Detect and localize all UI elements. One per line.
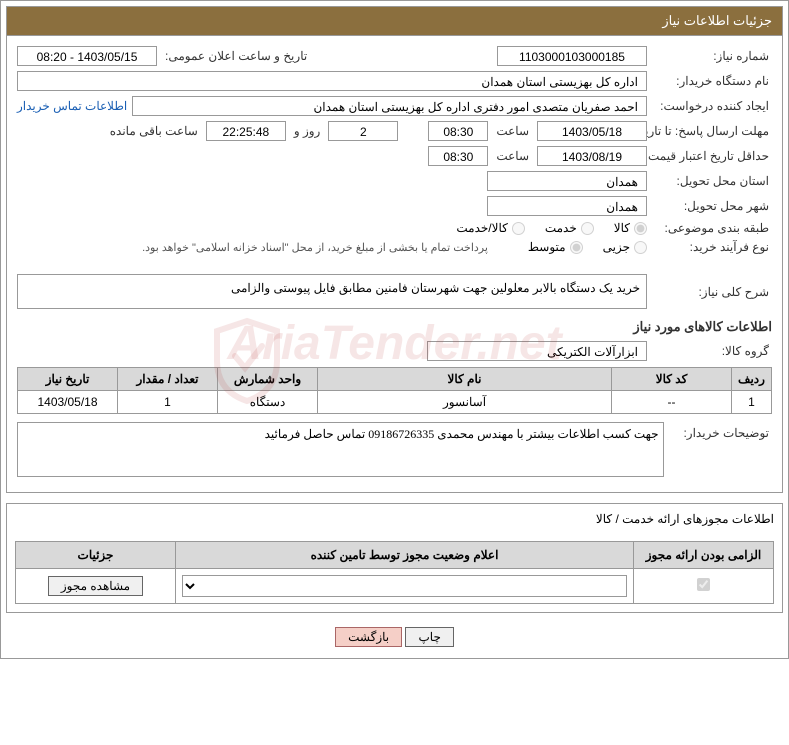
col-unit: واحد شمارش [218,368,318,391]
mandatory-checkbox [697,578,710,591]
process-note: پرداخت تمام یا بخشی از مبلغ خرید، از محل… [142,241,488,254]
time-label-1: ساعت [493,124,532,138]
buyer-value: اداره کل بهزیستی استان همدان [17,71,647,91]
creator-label: ایجاد کننده درخواست: [652,99,772,113]
license-section: اطلاعات مجوزهای ارائه خدمت / کالا الزامی… [6,503,783,613]
deadline-time: 08:30 [428,121,488,141]
group-value: ابزارآلات الکتریکی [427,341,647,361]
deadline-date: 1403/05/18 [537,121,647,141]
city-value: همدان [487,196,647,216]
validity-time: 08:30 [428,146,488,166]
col-code: کد کالا [612,368,732,391]
contact-buyer-link[interactable]: اطلاعات تماس خریدار [17,99,127,113]
cell-date: 1403/05/18 [18,391,118,414]
group-label: گروه کالا: [652,344,772,358]
cell-code: -- [612,391,732,414]
status-select[interactable] [182,575,627,597]
col-row: ردیف [732,368,772,391]
number-label: شماره نیاز: [652,49,772,63]
deadline-label: مهلت ارسال پاسخ: تا تاریخ: [652,124,772,138]
radio-small[interactable]: جزیی [603,240,647,254]
category-radios: کالا خدمت کالا/خدمت [456,221,647,235]
province-value: همدان [487,171,647,191]
province-label: استان محل تحویل: [652,174,772,188]
radio-service[interactable]: خدمت [545,221,594,235]
col-status: اعلام وضعیت مجوز توسط تامین کننده [176,542,634,569]
validity-label: حداقل تاریخ اعتبار قیمت: تا تاریخ: [652,149,772,163]
page-title: جزئیات اطلاعات نیاز [662,13,772,28]
buyer-label: نام دستگاه خریدار: [652,74,772,88]
details-cell: مشاهده مجوز [16,569,176,604]
radio-goods[interactable]: کالا [614,221,647,235]
remaining-label: ساعت باقی مانده [107,124,201,138]
col-qty: تعداد / مقدار [118,368,218,391]
license-table: الزامی بودن ارائه مجوز اعلام وضعیت مجوز … [15,541,774,604]
request-number: 1103000103000185 [497,46,647,66]
col-date: تاریخ نیاز [18,368,118,391]
creator-value: احمد صفریان متصدی امور دفتری اداره کل به… [132,96,647,116]
view-license-button[interactable]: مشاهده مجوز [48,576,143,596]
table-row: 1 -- آسانسور دستگاه 1 1403/05/18 [18,391,772,414]
cell-unit: دستگاه [218,391,318,414]
days-label: روز و [291,124,324,138]
cell-name: آسانسور [318,391,612,414]
license-section-title: اطلاعات مجوزهای ارائه خدمت / کالا [15,512,774,526]
status-cell [176,569,634,604]
buyer-notes-label: توضیحات خریدار: [669,422,772,440]
validity-date: 1403/08/19 [537,146,647,166]
license-row: مشاهده مجوز [16,569,774,604]
city-label: شهر محل تحویل: [652,199,772,213]
countdown: 22:25:48 [206,121,286,141]
radio-both[interactable]: کالا/خدمت [456,221,524,235]
description-box: خرید یک دستگاه بالابر معلولین جهت شهرستا… [17,274,647,309]
goods-table: ردیف کد کالا نام کالا واحد شمارش تعداد /… [17,367,772,414]
category-label: طبقه بندی موضوعی: [652,221,772,235]
mandatory-cell [634,569,774,604]
cell-qty: 1 [118,391,218,414]
button-row: چاپ بازگشت [6,621,783,653]
process-label: نوع فرآیند خرید: [652,240,772,254]
description-label: شرح کلی نیاز: [652,285,772,299]
buyer-notes-textarea[interactable] [17,422,664,477]
col-name: نام کالا [318,368,612,391]
col-mandatory: الزامی بودن ارائه مجوز [634,542,774,569]
cell-row: 1 [732,391,772,414]
process-radios: جزیی متوسط [528,240,647,254]
announce-value: 1403/05/15 - 08:20 [17,46,157,66]
col-details: جزئیات [16,542,176,569]
announce-label: تاریخ و ساعت اعلان عمومی: [162,49,310,63]
goods-section-title: اطلاعات کالاهای مورد نیاز [17,319,772,335]
days-remaining: 2 [328,121,398,141]
main-details-box: AriaTender.net شماره نیاز: 1103000103000… [6,35,783,493]
back-button[interactable]: بازگشت [335,627,402,647]
page-header: جزئیات اطلاعات نیاز [6,6,783,35]
radio-medium[interactable]: متوسط [528,240,583,254]
print-button[interactable]: چاپ [405,627,453,647]
time-label-2: ساعت [493,149,532,163]
